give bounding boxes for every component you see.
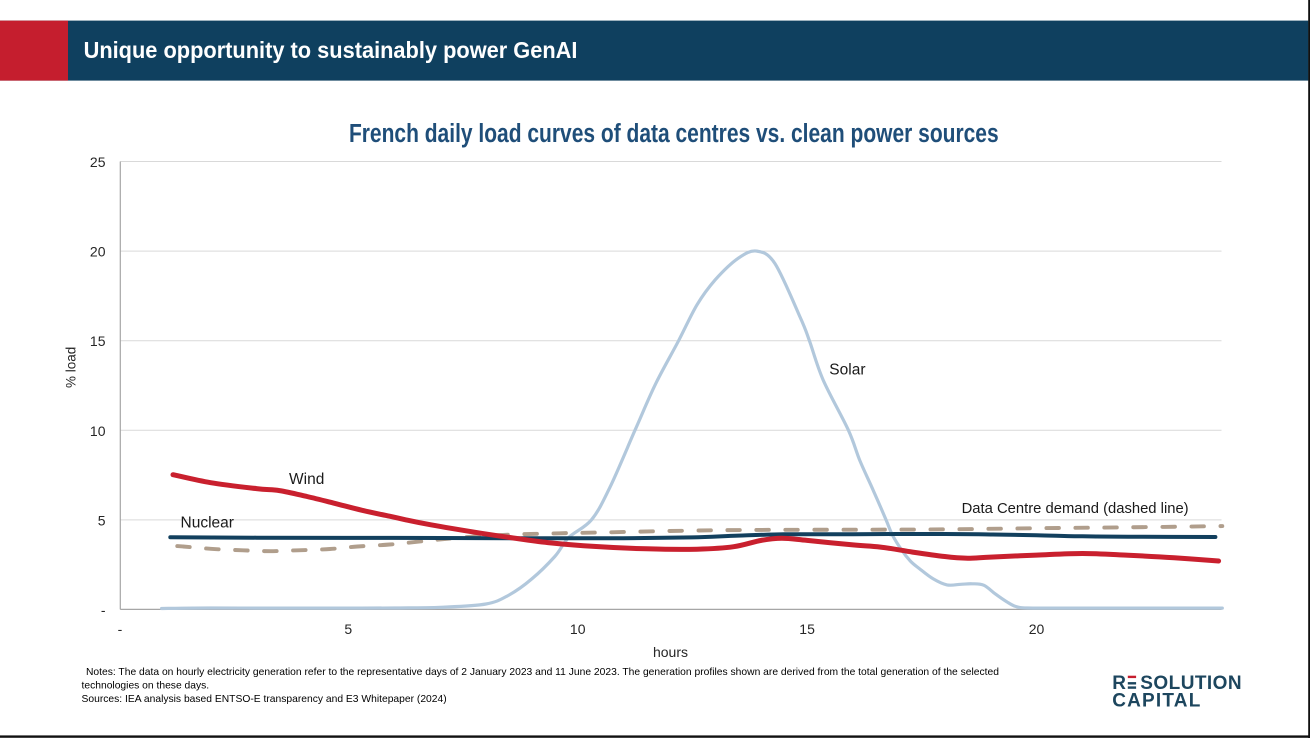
svg-text:Wind: Wind xyxy=(289,471,324,488)
svg-text:5: 5 xyxy=(344,621,352,637)
svg-text:Unique opportunity to sustaina: Unique opportunity to sustainably power … xyxy=(84,37,578,63)
svg-text:% load: % load xyxy=(64,347,79,388)
svg-text:Notes: The data on hourly elec: Notes: The data on hourly electricity ge… xyxy=(86,667,999,678)
svg-text:SOLUTION: SOLUTION xyxy=(1140,673,1242,694)
svg-text:Solar: Solar xyxy=(829,362,865,379)
svg-text:Sources: IEA analysis based EN: Sources: IEA analysis based ENTSO-E tran… xyxy=(82,694,447,705)
svg-text:15: 15 xyxy=(799,621,815,637)
svg-text:10: 10 xyxy=(570,621,586,637)
svg-text:technologies on these days.: technologies on these days. xyxy=(82,680,210,691)
svg-text:25: 25 xyxy=(90,154,106,170)
svg-text:French daily load curves of da: French daily load curves of data centres… xyxy=(349,120,999,149)
svg-text:CAPITAL: CAPITAL xyxy=(1112,690,1201,711)
svg-text:R: R xyxy=(1112,673,1126,694)
svg-text:hours: hours xyxy=(653,644,688,660)
svg-text:20: 20 xyxy=(1029,621,1045,637)
svg-text:15: 15 xyxy=(90,333,106,349)
svg-text:-: - xyxy=(101,602,106,618)
svg-text:-: - xyxy=(118,621,123,637)
svg-text:10: 10 xyxy=(90,423,106,439)
svg-text:Nuclear: Nuclear xyxy=(181,515,234,532)
svg-text:5: 5 xyxy=(98,512,106,528)
svg-text:20: 20 xyxy=(90,244,106,260)
svg-text:Data Centre demand (dashed lin: Data Centre demand (dashed line) xyxy=(962,501,1189,517)
